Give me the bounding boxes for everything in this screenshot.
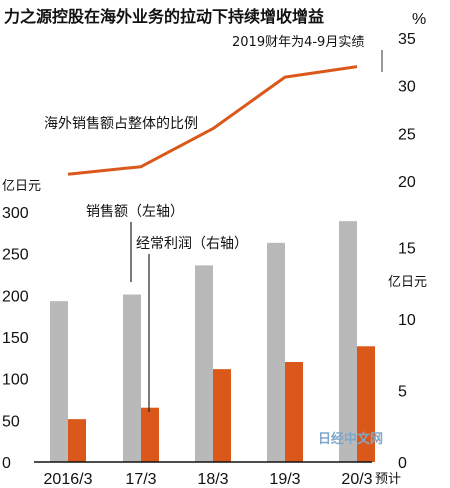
category-label: 18/3 bbox=[197, 471, 228, 488]
right-axis-ticks: 0 5 10 15 bbox=[398, 241, 416, 472]
left-axis-ticks: 0 50 100 150 200 250 300 bbox=[2, 205, 29, 472]
profit-bar bbox=[68, 419, 86, 462]
left-axis-tick: 200 bbox=[2, 288, 29, 305]
left-axis-tick: 300 bbox=[2, 205, 29, 222]
profit-bar bbox=[213, 369, 231, 462]
percent-unit: % bbox=[412, 11, 426, 28]
category-label: 2016/3 bbox=[44, 471, 93, 488]
right-axis-unit: 亿日元 bbox=[388, 275, 427, 290]
category-label: 17/3 bbox=[125, 471, 156, 488]
category-labels: 2016/3 17/3 18/3 19/3 20/3 预计 bbox=[44, 471, 401, 488]
left-axis-tick: 250 bbox=[2, 247, 29, 264]
left-axis-tick: 150 bbox=[2, 330, 29, 347]
profit-bar bbox=[141, 407, 159, 462]
overseas-share-line bbox=[67, 65, 358, 176]
watermark: 日经中文网 bbox=[318, 431, 383, 447]
fiscal-note: 2019财年为4-9月实绩 bbox=[232, 35, 364, 50]
sales-series-label: 销售额（左轴） bbox=[86, 204, 184, 220]
right-axis-tick: 5 bbox=[398, 384, 407, 401]
sales-bar bbox=[267, 242, 285, 462]
percent-axis-ticks: 20 25 30 35 bbox=[398, 31, 416, 191]
percent-axis-tick: 20 bbox=[398, 174, 416, 191]
bars bbox=[50, 221, 375, 462]
percent-axis-tick: 30 bbox=[398, 79, 416, 96]
left-axis-tick: 0 bbox=[2, 455, 11, 472]
sales-bar bbox=[123, 294, 141, 462]
profit-bar bbox=[357, 346, 375, 462]
right-axis-tick: 0 bbox=[398, 455, 407, 472]
chart-title: 力之源控股在海外业务的拉动下持续增收增益 bbox=[4, 7, 324, 26]
right-axis-tick: 15 bbox=[398, 241, 416, 258]
forecast-suffix: 预计 bbox=[375, 472, 401, 487]
sales-bar bbox=[50, 301, 68, 462]
percent-axis-tick: 25 bbox=[398, 126, 416, 143]
sales-bar bbox=[195, 265, 213, 462]
profit-series-label: 经常利润（右轴） bbox=[136, 236, 248, 252]
left-axis-tick: 100 bbox=[2, 372, 29, 389]
line-series-label: 海外销售额占整体的比例 bbox=[44, 116, 198, 132]
category-label: 19/3 bbox=[269, 471, 300, 488]
profit-bar bbox=[285, 362, 303, 462]
sales-bar bbox=[339, 221, 357, 462]
right-axis-tick: 10 bbox=[398, 312, 416, 329]
percent-axis-tick: 35 bbox=[398, 31, 416, 48]
left-axis-tick: 50 bbox=[2, 413, 20, 430]
category-label: 20/3 bbox=[341, 471, 372, 488]
left-axis-unit: 亿日元 bbox=[2, 179, 41, 194]
